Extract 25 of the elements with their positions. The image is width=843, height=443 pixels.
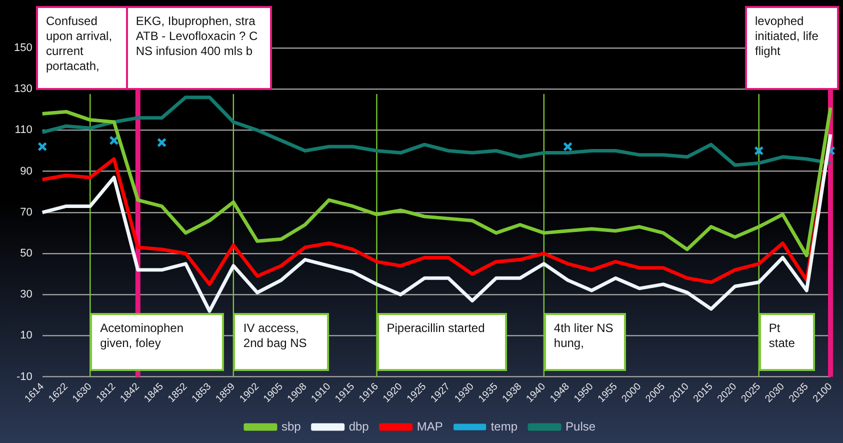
legend-label: temp: [490, 419, 518, 434]
y-tick-label: 30: [20, 288, 32, 301]
callout-box: Pt state: [758, 312, 815, 371]
point: [156, 138, 167, 148]
legend-label: dbp: [348, 419, 370, 434]
legend-label: Pulse: [566, 419, 596, 434]
y-tick-label: 110: [14, 124, 32, 136]
callout-box: Acetominophen given, foley: [90, 312, 224, 371]
point: [754, 146, 764, 156]
point: [38, 142, 48, 152]
callout-box: IV access, 2nd bag NS: [233, 312, 330, 371]
y-tick-label: -10: [16, 370, 32, 383]
legend-label: MAP: [416, 419, 443, 434]
point: [563, 142, 573, 152]
legend-label: sbp: [281, 419, 302, 434]
y-tick-label: 90: [20, 165, 32, 178]
y-tick-label: 150: [14, 42, 32, 54]
callout-box: Piperacillin started: [376, 312, 507, 371]
y-tick-label: 130: [14, 83, 32, 96]
callout-box: EKG, Ibuprophen, stra ATB - Levofloxacin ? C NS infusion 400 mls b: [126, 6, 272, 90]
callout-box: 4th liter NS hung,: [544, 312, 626, 371]
callout-box: levophed initiated, life flight: [745, 6, 839, 90]
y-tick-label: 10: [20, 330, 32, 342]
y-tick-label: 70: [20, 206, 32, 218]
y-tick-label: 50: [20, 248, 32, 260]
